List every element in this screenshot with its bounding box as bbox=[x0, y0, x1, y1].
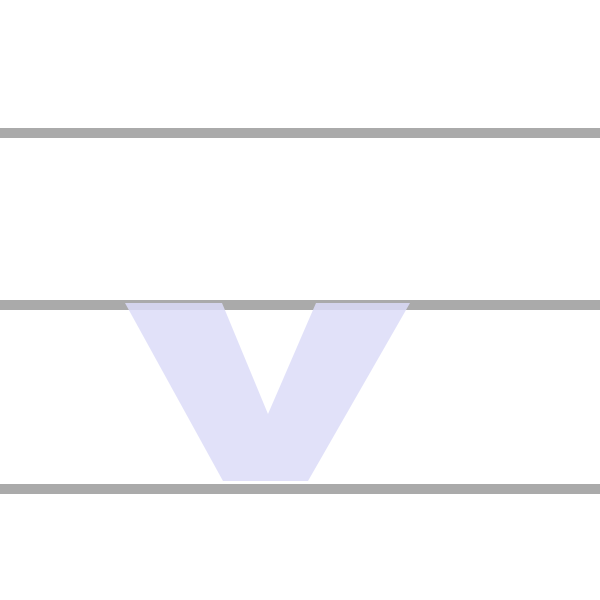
top-guide-line bbox=[0, 128, 600, 138]
baseline-guide-line bbox=[0, 484, 600, 494]
letter-v-shape bbox=[125, 303, 410, 481]
middle-guide-line bbox=[0, 300, 600, 310]
